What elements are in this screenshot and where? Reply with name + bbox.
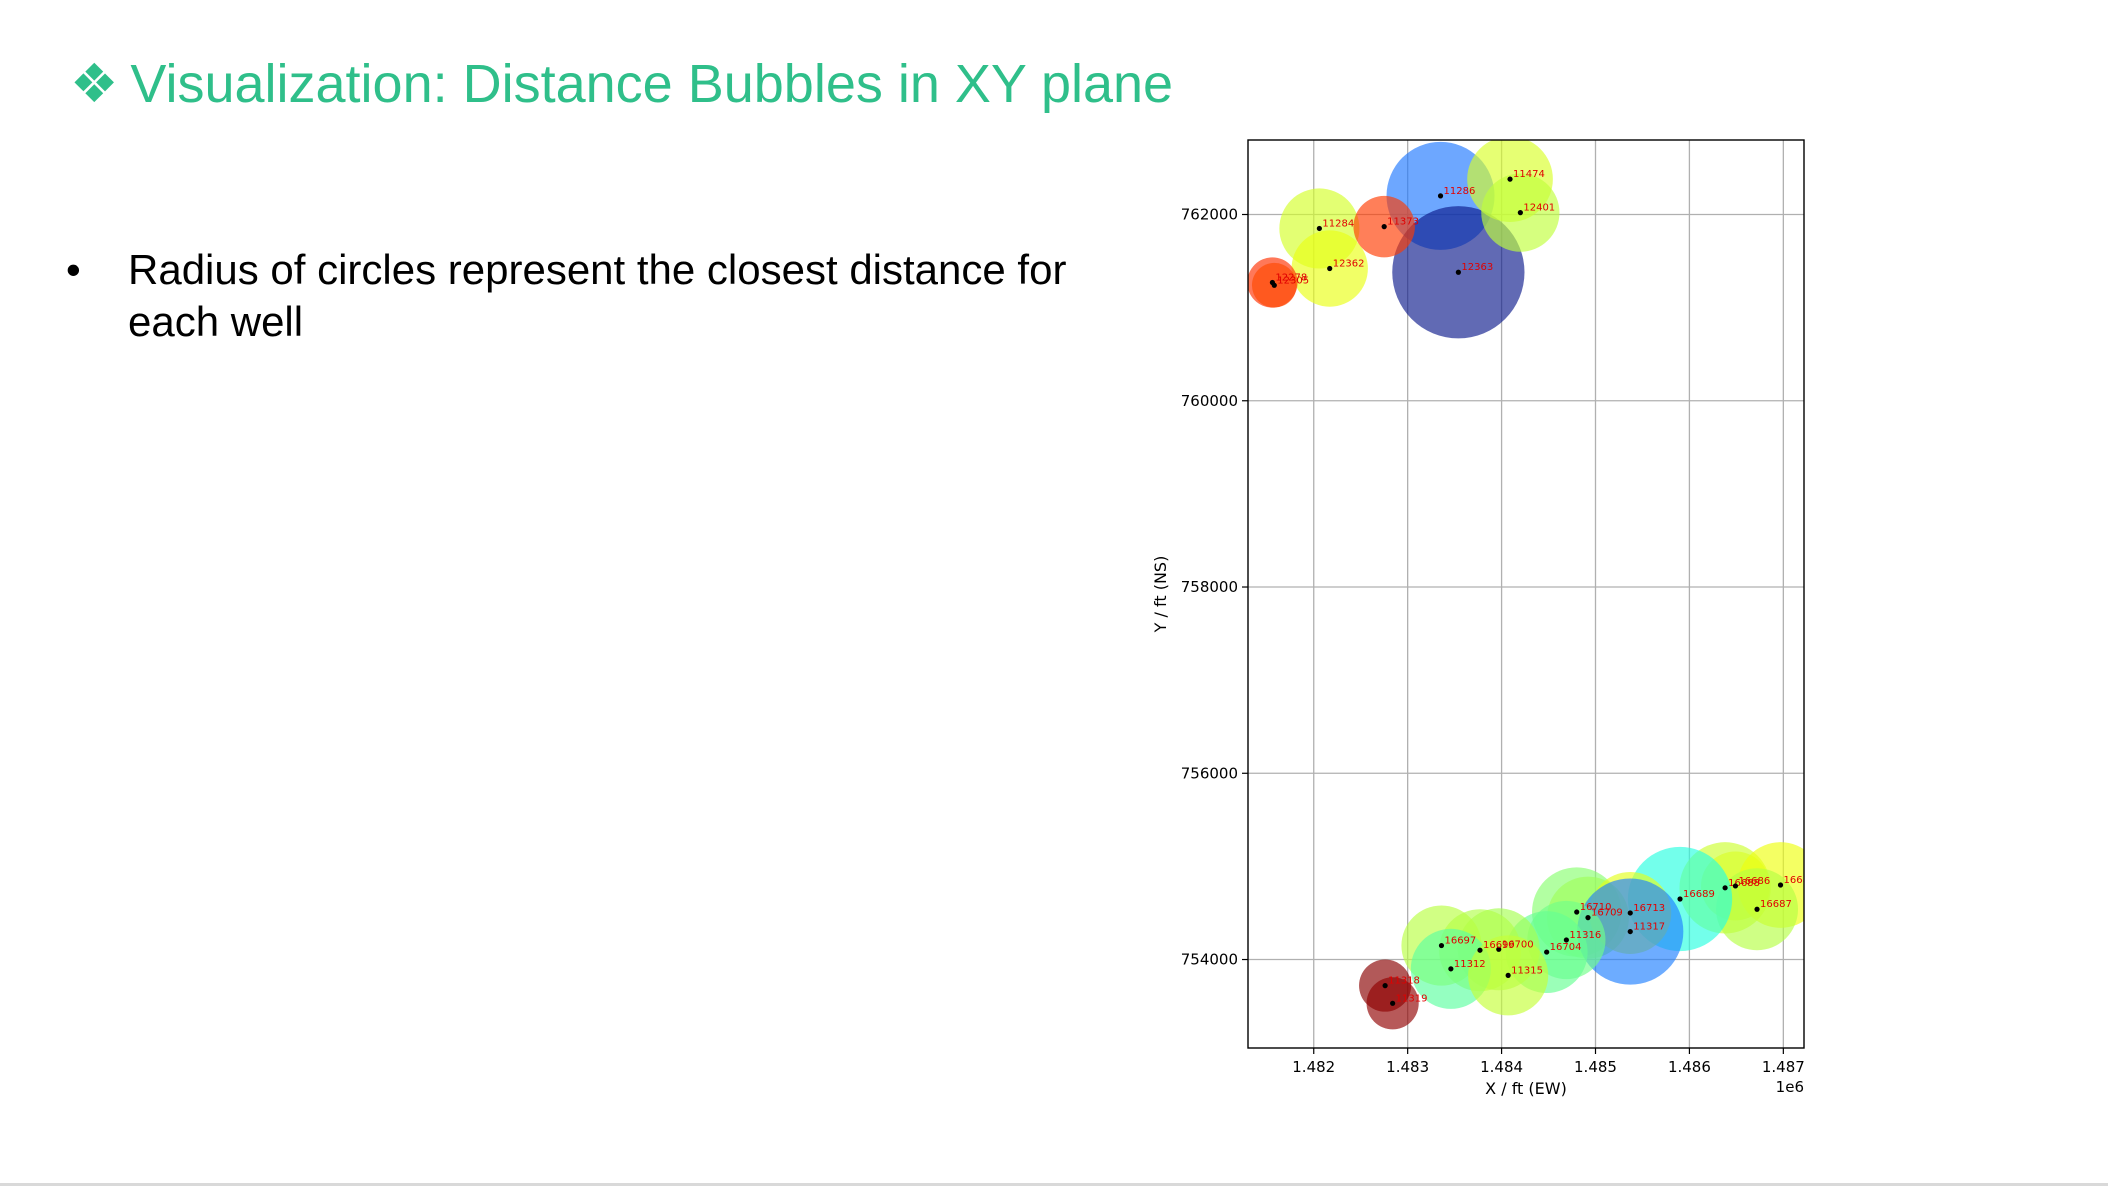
well-point bbox=[1271, 282, 1277, 288]
well-point bbox=[1754, 906, 1760, 912]
y-axis-label: Y / ft (NS) bbox=[1151, 556, 1170, 634]
well-label: 12363 bbox=[1461, 262, 1493, 273]
x-axis-label: X / ft (EW) bbox=[1485, 1079, 1567, 1098]
well-point bbox=[1544, 949, 1550, 955]
well-point bbox=[1327, 265, 1333, 272]
well-point bbox=[1382, 983, 1388, 989]
well-point bbox=[1507, 176, 1513, 182]
y-tick-label: 754000 bbox=[1181, 951, 1238, 969]
well-label: 11373 bbox=[1387, 217, 1419, 228]
bubble-layer: 11286 12363 11474 12401 11284 12362 11373 12278… bbox=[1248, 140, 1816, 1030]
well-label: 16688 bbox=[1728, 878, 1760, 889]
slide-title-text: Visualization: Distance Bubbles in XY pl… bbox=[130, 54, 1174, 114]
well-label: 16685 bbox=[1784, 875, 1816, 886]
well-point bbox=[1722, 885, 1728, 891]
well-label: 16699 bbox=[1483, 940, 1515, 951]
y-tick-label: 760000 bbox=[1181, 392, 1238, 410]
well-label: 16686 bbox=[1738, 876, 1770, 887]
well-label: 11474 bbox=[1513, 169, 1545, 180]
well-point bbox=[1505, 972, 1511, 978]
bullet-item: • Radius of circles represent the closes… bbox=[66, 244, 1126, 348]
well-point bbox=[1627, 910, 1633, 916]
well-point bbox=[1574, 909, 1580, 915]
well-label: 11317 bbox=[1633, 922, 1665, 933]
x-tick-label: 1.487 bbox=[1762, 1058, 1805, 1076]
well-label: 16697 bbox=[1444, 936, 1476, 947]
x-tick-label: 1.485 bbox=[1574, 1058, 1617, 1076]
x-tick-label: 1.482 bbox=[1292, 1058, 1335, 1076]
well-point bbox=[1455, 269, 1461, 275]
x-offset-label: 1e6 bbox=[1776, 1078, 1804, 1096]
well-label: 11286 bbox=[1444, 186, 1476, 197]
well-point bbox=[1381, 224, 1387, 230]
slide-title: ❖ Visualization: Distance Bubbles in XY p… bbox=[70, 52, 1173, 115]
well-label: 11318 bbox=[1388, 976, 1420, 987]
x-tick-label: 1.484 bbox=[1480, 1058, 1523, 1076]
well-label: 16709 bbox=[1591, 908, 1623, 919]
well-point bbox=[1438, 942, 1445, 949]
well-label: 11312 bbox=[1454, 959, 1486, 970]
well-label: 11319 bbox=[1396, 993, 1428, 1004]
well-point bbox=[1496, 946, 1502, 952]
well-point bbox=[1563, 937, 1569, 943]
well-point bbox=[1627, 928, 1633, 935]
well-point bbox=[1585, 915, 1591, 921]
well-label: 11284 bbox=[1322, 218, 1354, 229]
well-label: 12401 bbox=[1523, 203, 1555, 214]
well-label: 11315 bbox=[1511, 965, 1543, 976]
well-label: 11316 bbox=[1569, 930, 1601, 941]
bottom-divider bbox=[0, 1183, 2108, 1186]
well-label: 12305 bbox=[1277, 275, 1309, 286]
bullet-dot-icon: • bbox=[66, 246, 81, 293]
diamond-bullet-icon: ❖ bbox=[70, 52, 119, 115]
well-point bbox=[1448, 966, 1454, 972]
well-point bbox=[1316, 225, 1322, 232]
well-point bbox=[1777, 882, 1784, 888]
well-label: 16687 bbox=[1760, 899, 1792, 910]
well-point bbox=[1732, 883, 1739, 889]
x-tick-label: 1.483 bbox=[1386, 1058, 1429, 1076]
well-point bbox=[1437, 193, 1444, 199]
well-point bbox=[1677, 896, 1683, 902]
y-tick-label: 758000 bbox=[1181, 578, 1238, 596]
well-label: 16700 bbox=[1502, 939, 1534, 950]
well-label: 16704 bbox=[1550, 942, 1582, 953]
well-label: 16710 bbox=[1580, 902, 1612, 913]
well-label: 16689 bbox=[1683, 889, 1715, 900]
well-point bbox=[1517, 210, 1523, 216]
well-label: 12362 bbox=[1333, 259, 1365, 270]
y-tick-label: 756000 bbox=[1181, 764, 1238, 782]
well-point bbox=[1477, 947, 1483, 953]
bullet-text: Radius of circles represent the closest … bbox=[128, 246, 1067, 345]
y-tick-label: 762000 bbox=[1181, 206, 1238, 224]
bullet-list: • Radius of circles represent the closes… bbox=[66, 244, 1126, 348]
plot-frame bbox=[1247, 139, 1805, 1049]
well-label: 12278 bbox=[1275, 272, 1307, 283]
bubble-chart: 11286 12363 11474 12401 11284 12362 11373 12278… bbox=[1140, 120, 1840, 1120]
x-tick-label: 1.486 bbox=[1668, 1058, 1711, 1076]
bubble-chart-svg: 11286 12363 11474 12401 11284 12362 11373 12278… bbox=[1151, 139, 1816, 1098]
well-point bbox=[1390, 1000, 1396, 1006]
well-label: 16713 bbox=[1633, 903, 1665, 914]
